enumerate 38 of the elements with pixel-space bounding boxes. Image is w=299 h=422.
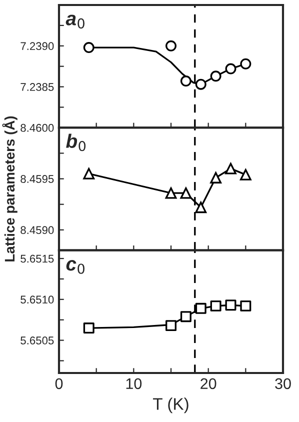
y-tick-label: 5.6510: [20, 296, 54, 304]
annotation: b$_{0}$: [66, 134, 86, 152]
point: [240, 168, 252, 180]
point: [83, 322, 94, 334]
point: [83, 42, 94, 54]
y-axis-title: Lattice parameters (Å): [2, 116, 18, 262]
y-tick-label: 8.4595: [20, 175, 54, 183]
point: [180, 76, 192, 87]
point: [210, 70, 222, 82]
point: [225, 63, 236, 74]
annotation: a$_{0}$: [66, 14, 84, 29]
point: [195, 302, 206, 314]
y-tick-label: 8.4590: [20, 226, 54, 234]
x-tick-label: 30: [275, 378, 291, 390]
point: [210, 300, 222, 312]
point: [225, 162, 236, 174]
point: [180, 311, 192, 322]
y-tick-label: 8.4600: [20, 124, 54, 132]
point: [240, 58, 252, 70]
x-tick-label: 20: [200, 378, 216, 390]
point: [195, 78, 206, 90]
point: [210, 172, 222, 184]
point: [195, 202, 207, 214]
x-axis-title: T (K): [153, 398, 188, 414]
point: [180, 187, 192, 199]
point: [225, 300, 236, 311]
y-tick-label: 7.2390: [20, 42, 54, 50]
point: [240, 300, 252, 312]
point: [165, 187, 177, 199]
point: [83, 168, 95, 180]
annotation: c$_{0}$: [66, 260, 84, 274]
y-tick-label: 7.2385: [20, 83, 54, 91]
point: [166, 320, 176, 332]
y-tick-label: 5.6515: [20, 254, 54, 263]
y-tick-label: 5.6505: [20, 336, 54, 344]
x-tick-label: 0: [55, 378, 63, 390]
point: [166, 40, 176, 52]
x-tick-label: 10: [126, 378, 142, 390]
